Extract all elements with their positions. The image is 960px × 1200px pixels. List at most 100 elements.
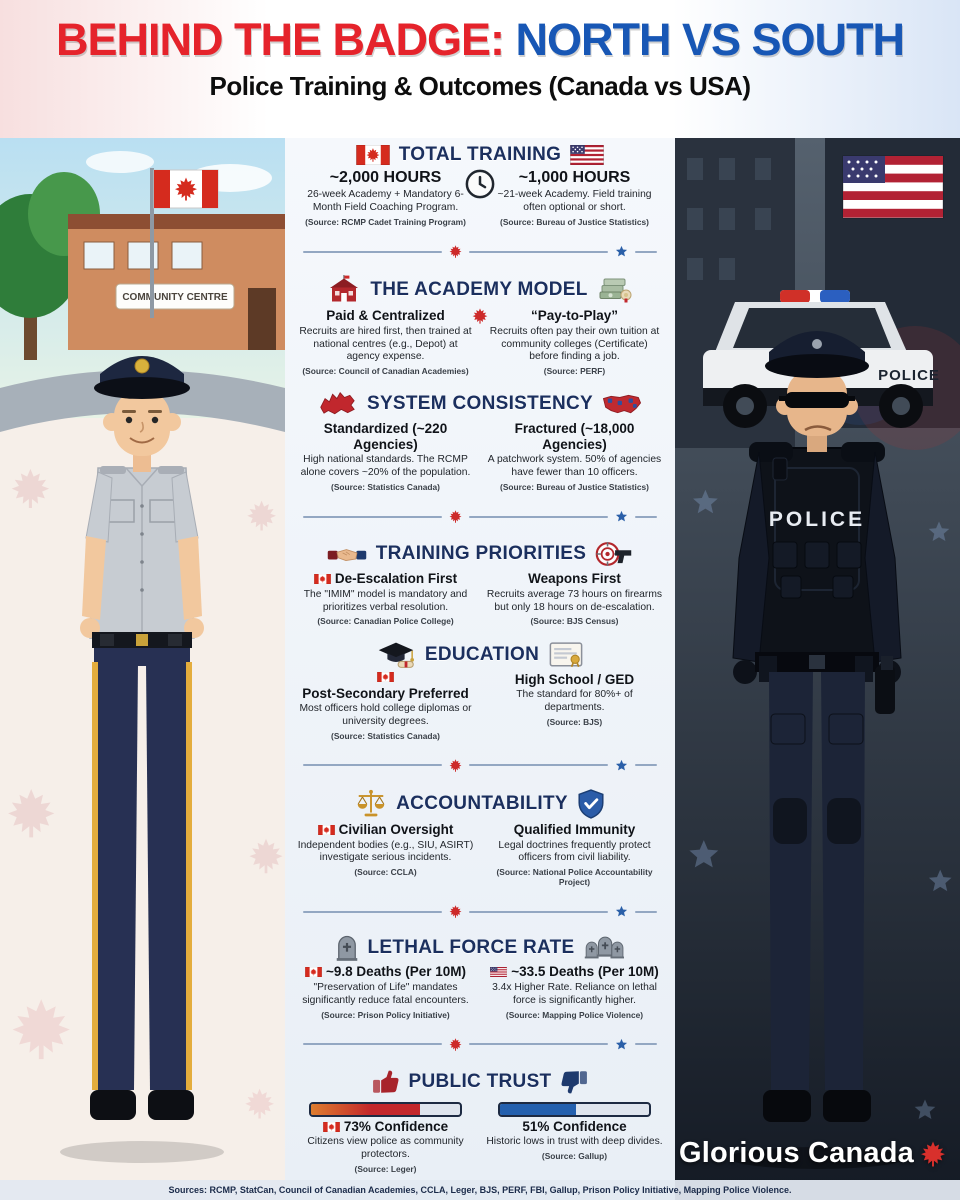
- canada-body: Independent bodies (e.g., SIU, ASIRT) in…: [297, 839, 474, 864]
- usa-source: (Source: Mapping Police Violence): [505, 1009, 644, 1020]
- usa-source: (Source: BJS Census): [530, 616, 619, 627]
- usa-body: Recruits average 73 hours on firearms bu…: [486, 588, 663, 613]
- star-icon: [615, 759, 628, 771]
- usa-body: The standard for 80%+ of departments.: [516, 689, 633, 713]
- page-title: BEHIND THE BADGE: NORTH VS SOUTH: [0, 16, 960, 63]
- canadian-officer-illustration: [60, 356, 224, 1163]
- canada-source: (Source: Council of Canadian Academies): [302, 366, 469, 377]
- usa-source: (Source: PERF): [543, 366, 606, 377]
- section-title: ACCOUNTABILITY: [396, 793, 568, 815]
- star-icon: [615, 906, 628, 917]
- usa-source: (Source: National Police Accountability …: [496, 867, 653, 888]
- usa-heading: 51% Confidence: [522, 1118, 627, 1134]
- canada-heading: ~9.8 Deaths (Per 10M): [297, 964, 474, 980]
- clock-icon: [465, 169, 495, 199]
- section-system-consistency: SYSTEM CONSISTENCY Standardized (~220 Ag…: [297, 389, 663, 492]
- usa-map-icon: [602, 395, 642, 414]
- usa-body: 3.4x Higher Rate. Reliance on lethal for…: [492, 981, 657, 1006]
- trust-bar-canada: [309, 1101, 462, 1117]
- community-centre-illustration: COMMUNITY CENTRE: [68, 214, 285, 350]
- usa-column: Qualified Immunity Legal doctrines frequ…: [486, 822, 663, 887]
- star-icon: [615, 1038, 628, 1050]
- canada-flag-icon: [318, 825, 335, 835]
- canada-scene: COMMUNITY CENTRE: [0, 138, 285, 1200]
- section-title: PUBLIC TRUST: [408, 1070, 552, 1092]
- maple-leaf-icon: [472, 308, 488, 324]
- police-car-label: POLICE: [878, 367, 940, 384]
- canada-flag-icon: [356, 145, 390, 165]
- usa-source: (Source: BJS): [546, 716, 603, 727]
- section-lethal-force-rate: LETHAL FORCE RATE ~9.8 Deaths (Per 10M) …: [297, 934, 663, 1020]
- thumbs-up-icon: [372, 1070, 399, 1093]
- canada-map-icon: [320, 392, 355, 415]
- trust-bar-usa: [498, 1101, 651, 1117]
- section-title: SYSTEM CONSISTENCY: [366, 393, 594, 415]
- usa-heading: ~1,000 HOURS: [518, 169, 631, 186]
- maple-leaf-icon: [449, 759, 462, 772]
- star-icon: [615, 510, 628, 522]
- scales-icon: [357, 789, 386, 817]
- usa-body: Legal doctrines frequently protect offic…: [498, 839, 651, 864]
- canada-heading: Civilian Oversight: [297, 822, 474, 838]
- canada-heading: Standardized (~220 Agencies): [323, 421, 448, 452]
- header-banner: BEHIND THE BADGE: NORTH VS SOUTH Police …: [0, 0, 960, 138]
- page-subtitle: Police Training & Outcomes (Canada vs US…: [209, 71, 751, 102]
- section-total-training: TOTAL TRAINING ~2,000 HOURS 26-week Acad…: [297, 143, 663, 227]
- community-centre-sign: COMMUNITY CENTRE: [122, 292, 228, 303]
- canada-column: De-Escalation First The "IMIM" model is …: [297, 571, 474, 626]
- comparison-column: TOTAL TRAINING ~2,000 HOURS 26-week Acad…: [285, 138, 675, 1180]
- usa-heading: ~33.5 Deaths (Per 10M): [486, 964, 663, 980]
- canada-heading: De-Escalation First: [297, 571, 474, 587]
- canada-body: Most officers hold college diplomas or u…: [299, 703, 472, 727]
- section-divider: [303, 510, 657, 523]
- canada-source: (Source: Canadian Police College): [317, 616, 454, 627]
- tombstone-icon: [336, 936, 359, 962]
- usa-heading: Weapons First: [528, 571, 621, 587]
- shield-icon: [577, 789, 605, 820]
- certificate-icon: [549, 641, 583, 668]
- canada-source: (Source: Leger): [354, 1163, 417, 1174]
- page-title-left: BEHIND THE BADGE:: [55, 14, 505, 65]
- footer-sources: Sources: RCMP, StatCan, Council of Canad…: [0, 1180, 960, 1200]
- page-title-right: NORTH VS SOUTH: [515, 14, 906, 65]
- tombstones-icon: [584, 936, 624, 960]
- canada-column: ~2,000 HOURS 26-week Academy + Mandatory…: [297, 169, 474, 227]
- school-icon: [330, 275, 359, 302]
- usa-column: “Pay-to-Play” Recruits often pay their o…: [486, 308, 663, 376]
- usa-heading: “Pay-to-Play”: [530, 308, 619, 324]
- section-public-trust: PUBLIC TRUST 73% Confidence Citizens vie…: [297, 1067, 663, 1174]
- usa-flag-icon: [570, 145, 605, 165]
- canada-body: The "IMIM" model is mandatory and priori…: [303, 588, 468, 613]
- usa-column: High School / GED The standard for 80%+ …: [486, 672, 663, 741]
- canada-column: Civilian Oversight Independent bodies (e…: [297, 822, 474, 887]
- usa-column: Weapons First Recruits average 73 hours …: [486, 571, 663, 626]
- usa-source: (Source: Bureau of Justice Statistics): [500, 216, 649, 227]
- usa-column: 51% Confidence Historic lows in trust wi…: [486, 1099, 663, 1174]
- canada-body: Citizens view police as community protec…: [307, 1136, 464, 1161]
- canada-heading: 73% Confidence: [297, 1119, 474, 1135]
- maple-leaf-icon: [921, 1141, 945, 1166]
- canada-heading: Post-Secondary Preferred: [297, 672, 474, 702]
- section-academy-model: THE ACADEMY MODEL Paid & Centralized Rec…: [297, 274, 663, 376]
- canada-column: Paid & Centralized Recruits are hired fi…: [297, 308, 474, 376]
- maple-leaf-icon: [449, 245, 462, 258]
- usa-column: ~1,000 HOURS ~21-week Academy. Field tra…: [486, 169, 663, 227]
- section-title: TOTAL TRAINING: [398, 144, 562, 165]
- section-title: LETHAL FORCE RATE: [367, 937, 575, 959]
- usa-heading: High School / GED: [514, 671, 635, 687]
- canada-flag-icon: [323, 1122, 340, 1132]
- maple-leaf-icon: [449, 510, 462, 523]
- canada-source: (Source: RCMP Cadet Training Program): [305, 216, 466, 227]
- police-vest-label: POLICE: [769, 508, 865, 531]
- canada-column: ~9.8 Deaths (Per 10M) "Preservation of L…: [297, 964, 474, 1019]
- canada-flag-icon: [377, 672, 394, 682]
- canada-column: 73% Confidence Citizens view police as c…: [297, 1099, 474, 1174]
- canada-flag-illustration: [150, 168, 219, 318]
- section-divider: [303, 905, 657, 918]
- usa-body: Recruits often pay their own tuition at …: [489, 325, 660, 363]
- section-accountability: ACCOUNTABILITY Civilian Oversight Indepe…: [297, 788, 663, 887]
- usa-heading: Qualified Immunity: [513, 822, 636, 838]
- brand-name: Glorious Canada: [678, 1137, 914, 1169]
- section-divider: [303, 1037, 657, 1051]
